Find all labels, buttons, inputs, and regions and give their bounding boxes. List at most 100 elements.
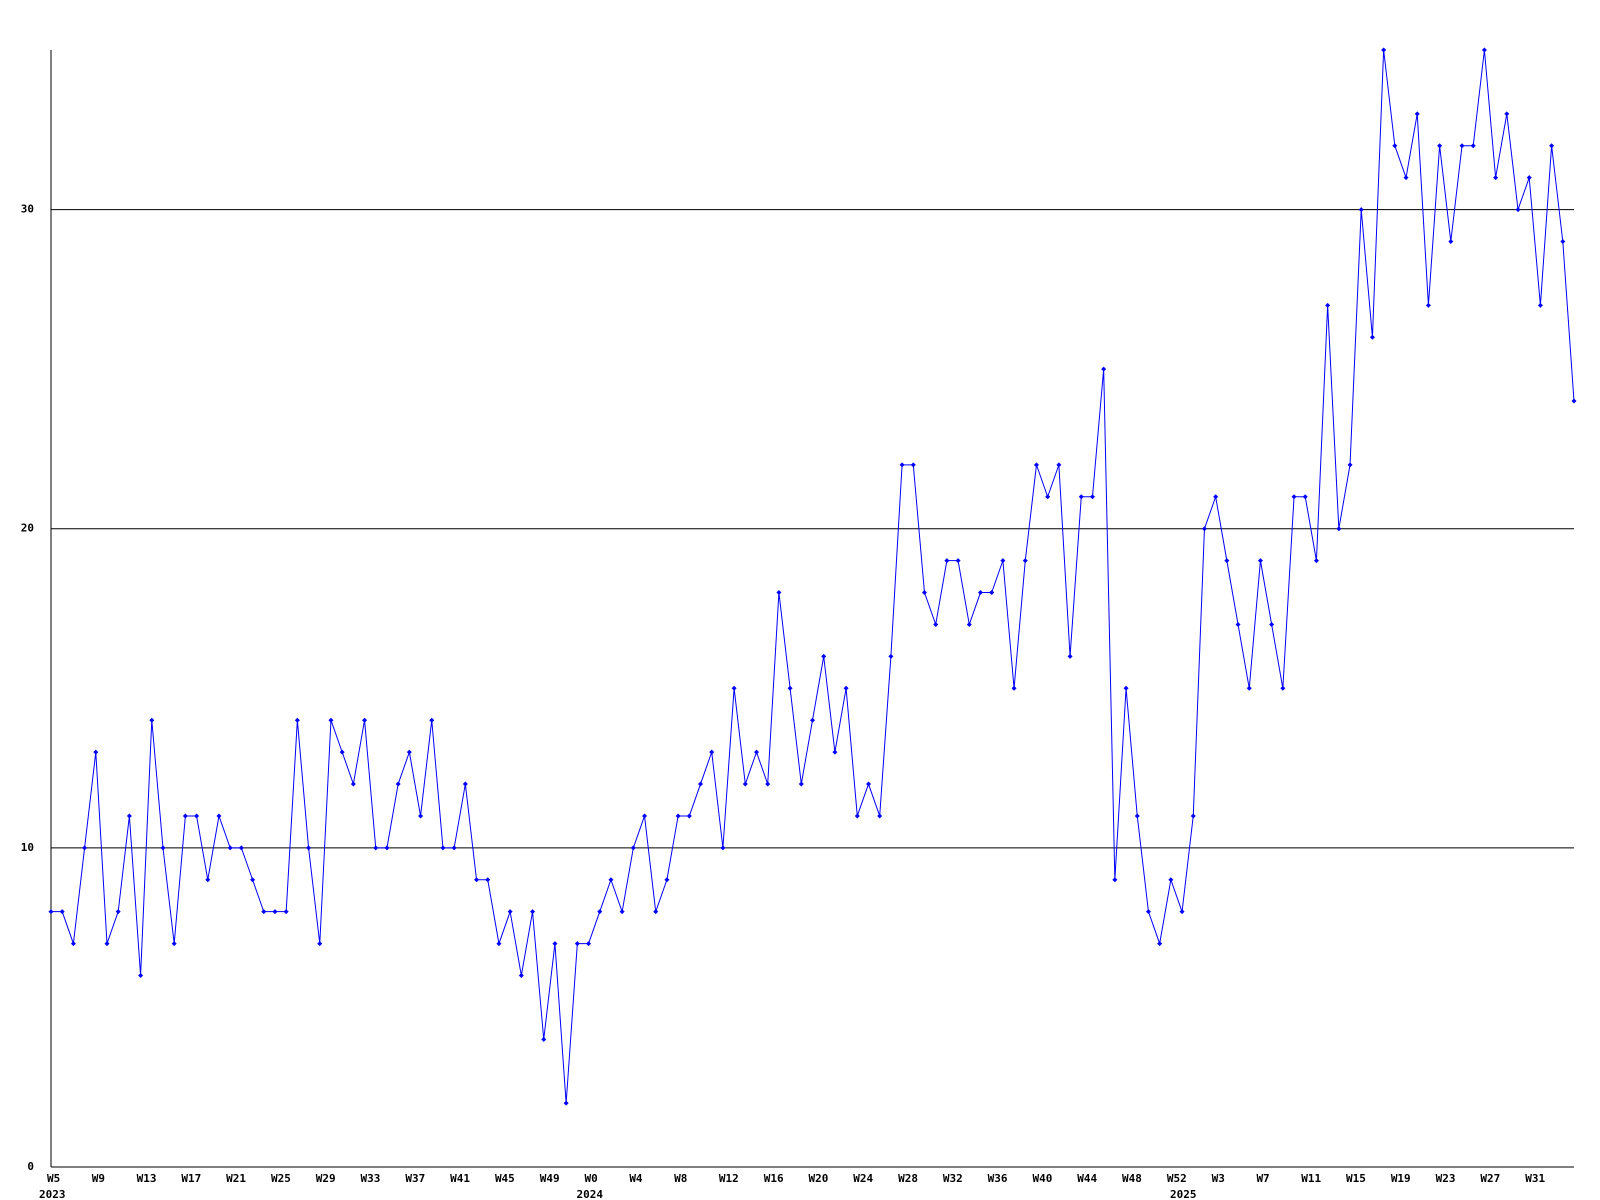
point <box>653 909 659 915</box>
point <box>1056 462 1062 468</box>
point <box>1537 302 1543 308</box>
point <box>462 781 468 787</box>
point <box>518 973 524 979</box>
point <box>709 749 715 755</box>
x-tick-label: W23 <box>1436 1172 1456 1185</box>
point <box>1302 494 1308 500</box>
point <box>350 781 356 787</box>
point <box>227 845 233 851</box>
point <box>1269 621 1275 627</box>
point <box>205 877 211 883</box>
point <box>1358 207 1364 213</box>
point <box>294 717 300 723</box>
point <box>1089 494 1095 500</box>
line <box>51 49 1575 1104</box>
x-tick-label: W16 <box>764 1172 784 1185</box>
point <box>1437 143 1443 149</box>
point <box>104 941 110 947</box>
point <box>1459 143 1465 149</box>
x-tick-label: W41 <box>450 1172 470 1185</box>
point <box>1291 494 1297 500</box>
point <box>283 909 289 915</box>
point <box>966 621 972 627</box>
point <box>832 749 838 755</box>
point <box>1448 238 1454 244</box>
point <box>810 717 815 723</box>
x-tick-label: W15 <box>1346 1172 1366 1185</box>
point <box>1190 813 1196 819</box>
point <box>485 877 491 883</box>
point <box>1000 558 1006 564</box>
point <box>182 813 188 819</box>
x-tick-label: W24 <box>853 1172 873 1185</box>
point <box>1504 111 1510 117</box>
x-tick-label: W27 <box>1480 1172 1500 1185</box>
point <box>586 941 592 947</box>
point <box>955 558 961 564</box>
point <box>1571 398 1577 404</box>
point <box>899 462 905 468</box>
point <box>1381 47 1387 53</box>
x-tick-label: W25 <box>271 1172 291 1185</box>
x-tick-label: W20 <box>809 1172 829 1185</box>
x-tick-label: W21 <box>226 1172 246 1185</box>
x-tick-label: W49 <box>540 1172 560 1185</box>
point <box>507 909 513 915</box>
x-tick-label: W44 <box>1077 1172 1097 1185</box>
point <box>698 781 704 787</box>
point <box>865 781 871 787</box>
point <box>1392 143 1398 149</box>
point <box>1078 494 1084 500</box>
y-tick-label: 30 <box>21 203 34 216</box>
point <box>1526 175 1532 181</box>
point <box>742 781 748 787</box>
x-group-label: 2023 <box>39 1188 66 1200</box>
point <box>821 653 827 659</box>
point <box>608 877 614 883</box>
point <box>1481 47 1487 53</box>
x-tick-label: W45 <box>495 1172 515 1185</box>
point <box>115 909 121 915</box>
x-tick-label: W40 <box>1032 1172 1052 1185</box>
point <box>1112 877 1118 883</box>
point <box>418 813 424 819</box>
x-tick-label: W48 <box>1122 1172 1142 1185</box>
point <box>776 590 782 596</box>
point <box>1067 653 1073 659</box>
point <box>1369 334 1375 340</box>
point <box>429 717 435 723</box>
y-tick-label: 10 <box>21 841 34 854</box>
point <box>552 941 558 947</box>
y-tick-label: 20 <box>21 522 34 535</box>
point <box>339 749 345 755</box>
x-tick-label: W12 <box>719 1172 739 1185</box>
point <box>944 558 950 564</box>
point <box>306 845 312 851</box>
point <box>395 781 401 787</box>
point <box>93 749 99 755</box>
x-tick-label: W11 <box>1301 1172 1321 1185</box>
point <box>171 941 177 947</box>
point <box>1201 526 1207 532</box>
x-tick-label: W32 <box>943 1172 963 1185</box>
point <box>1425 302 1431 308</box>
point <box>563 1100 569 1106</box>
point <box>1123 685 1129 691</box>
point <box>70 941 76 947</box>
x-tick-label: W0 <box>585 1172 598 1185</box>
point <box>362 717 368 723</box>
x-tick-label: W31 <box>1525 1172 1545 1185</box>
point <box>754 749 760 755</box>
point <box>1022 558 1028 564</box>
x-tick-label: W37 <box>405 1172 425 1185</box>
point <box>1179 909 1185 915</box>
point <box>451 845 457 851</box>
point <box>843 685 849 691</box>
point <box>530 909 536 915</box>
point <box>1235 621 1241 627</box>
point <box>1011 685 1017 691</box>
point <box>496 941 502 947</box>
point <box>48 909 54 915</box>
